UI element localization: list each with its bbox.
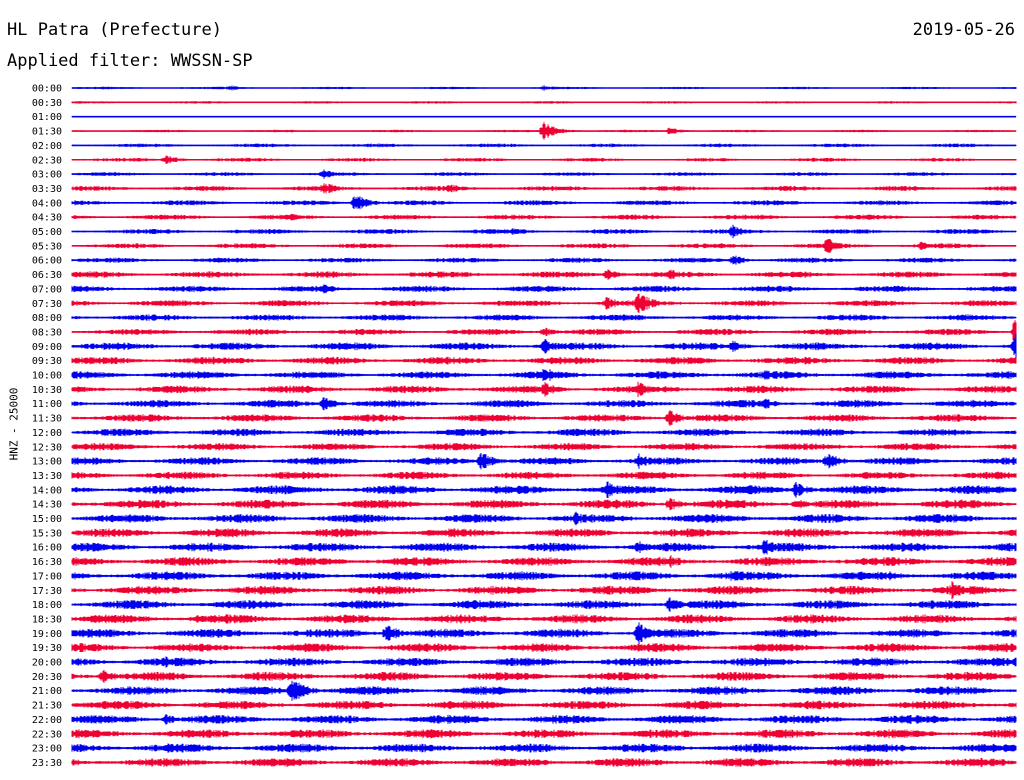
- row-label: 02:30: [32, 155, 62, 166]
- row-label: 20:00: [32, 658, 62, 669]
- row-label: 05:30: [32, 241, 62, 252]
- row-label: 14:30: [32, 500, 62, 511]
- row-label: 21:30: [32, 701, 62, 712]
- row-label: 19:30: [32, 643, 62, 654]
- row-label: 23:00: [32, 744, 62, 755]
- date-label: 2019-05-26: [912, 20, 1015, 40]
- row-label: 05:00: [32, 227, 62, 238]
- row-label: 12:00: [32, 428, 62, 439]
- row-label: 06:30: [32, 270, 62, 281]
- row-label: 23:30: [32, 758, 62, 769]
- row-label: 15:30: [32, 528, 62, 539]
- row-label: 08:00: [32, 313, 62, 324]
- row-label: 07:30: [32, 299, 62, 310]
- row-label: 10:30: [32, 385, 62, 396]
- row-label: 20:30: [32, 672, 62, 683]
- row-label: 09:00: [32, 342, 62, 353]
- row-label: 22:30: [32, 729, 62, 740]
- row-label: 12:30: [32, 442, 62, 453]
- row-label: 22:00: [32, 715, 62, 726]
- row-label: 17:00: [32, 571, 62, 582]
- row-label: 02:00: [32, 141, 62, 152]
- row-label: 04:00: [32, 198, 62, 209]
- row-label: 00:00: [32, 84, 62, 95]
- row-label: 14:00: [32, 485, 62, 496]
- row-label: 16:30: [32, 557, 62, 568]
- row-label: 18:00: [32, 600, 62, 611]
- row-label: 19:00: [32, 629, 62, 640]
- row-label: 15:00: [32, 514, 62, 525]
- row-label: 13:00: [32, 457, 62, 468]
- row-label: 13:30: [32, 471, 62, 482]
- row-label: 07:00: [32, 284, 62, 295]
- row-label: 08:30: [32, 327, 62, 338]
- row-label: 21:00: [32, 686, 62, 697]
- row-label: 11:00: [32, 399, 62, 410]
- row-label: 03:30: [32, 184, 62, 195]
- row-label: 06:00: [32, 256, 62, 267]
- row-label: 11:30: [32, 414, 62, 425]
- row-label: 03:00: [32, 170, 62, 181]
- row-label: 01:30: [32, 127, 62, 138]
- row-label: 01:00: [32, 112, 62, 123]
- row-label: 18:30: [32, 614, 62, 625]
- row-label: 17:30: [32, 586, 62, 597]
- row-label: 09:30: [32, 356, 62, 367]
- row-label: 00:30: [32, 98, 62, 109]
- station-title: HL Patra (Prefecture): [7, 20, 222, 40]
- row-label: 10:00: [32, 371, 62, 382]
- filter-label: Applied filter: WWSSN-SP: [7, 51, 253, 71]
- row-label: 04:30: [32, 213, 62, 224]
- row-label: 16:00: [32, 543, 62, 554]
